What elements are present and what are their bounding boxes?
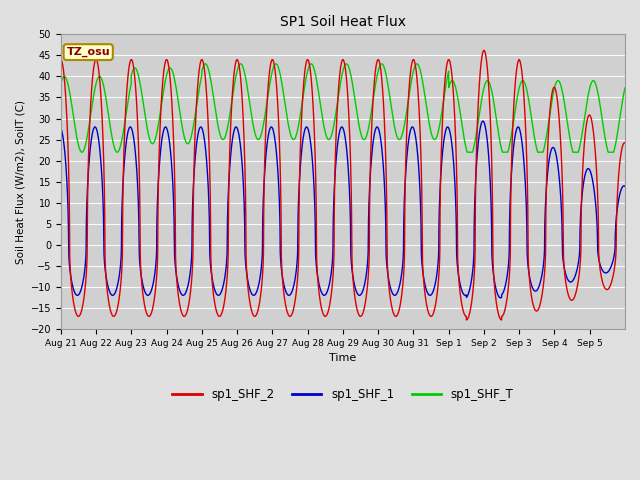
- sp1_SHF_1: [174, 280, 182, 286]
- Line: sp1_SHF_T: sp1_SHF_T: [61, 64, 625, 152]
- Text: TZ_osu: TZ_osu: [67, 47, 110, 57]
- sp1_SHF_2: [57, 57, 65, 62]
- sp1_SHF_1: [525, 274, 533, 280]
- X-axis label: Time: Time: [329, 353, 356, 363]
- Line: sp1_SHF_1: sp1_SHF_1: [61, 121, 625, 298]
- sp1_SHF_T: [413, 61, 420, 67]
- sp1_SHF_1: [497, 295, 504, 301]
- sp1_SHF_1: [540, 254, 548, 260]
- sp1_SHF_2: [498, 317, 506, 323]
- sp1_SHF_1: [621, 183, 629, 189]
- Line: sp1_SHF_2: sp1_SHF_2: [61, 50, 625, 320]
- sp1_SHF_T: [621, 85, 629, 91]
- sp1_SHF_T: [525, 103, 533, 108]
- sp1_SHF_T: [57, 81, 65, 86]
- Y-axis label: Soil Heat Flux (W/m2), SoilT (C): Soil Heat Flux (W/m2), SoilT (C): [15, 100, 25, 264]
- sp1_SHF_2: [498, 313, 506, 319]
- Title: SP1 Soil Heat Flux: SP1 Soil Heat Flux: [280, 15, 406, 29]
- sp1_SHF_2: [480, 48, 488, 53]
- sp1_SHF_T: [394, 136, 402, 142]
- sp1_SHF_1: [57, 125, 65, 131]
- sp1_SHF_2: [540, 275, 548, 280]
- sp1_SHF_2: [364, 279, 372, 285]
- sp1_SHF_2: [621, 140, 629, 146]
- sp1_SHF_T: [463, 149, 471, 155]
- sp1_SHF_T: [498, 147, 506, 153]
- sp1_SHF_1: [394, 288, 402, 294]
- sp1_SHF_T: [174, 95, 182, 101]
- sp1_SHF_1: [479, 118, 487, 124]
- sp1_SHF_1: [498, 292, 506, 298]
- sp1_SHF_2: [525, 278, 533, 284]
- sp1_SHF_2: [394, 311, 402, 316]
- sp1_SHF_2: [174, 288, 182, 293]
- Legend: sp1_SHF_2, sp1_SHF_1, sp1_SHF_T: sp1_SHF_2, sp1_SHF_1, sp1_SHF_T: [168, 383, 518, 406]
- sp1_SHF_T: [540, 145, 548, 151]
- sp1_SHF_1: [364, 256, 372, 262]
- sp1_SHF_T: [364, 129, 372, 134]
